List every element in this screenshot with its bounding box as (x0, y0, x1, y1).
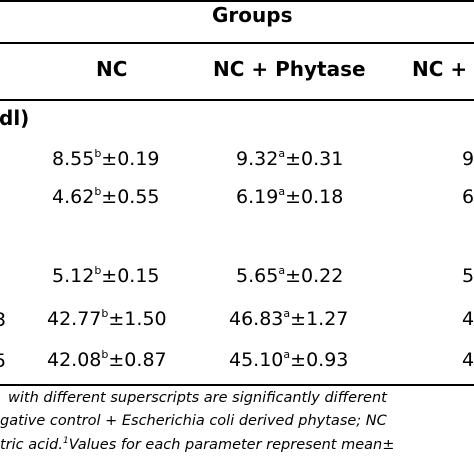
table-cell: 6.19a±0.18 (236, 184, 344, 208)
table-cell: 6 (462, 186, 474, 208)
footnote-line-3: tric acid.1Values for each parameter rep… (0, 436, 395, 453)
table-cell: 9 (462, 148, 474, 170)
table-cell: 5 (462, 265, 474, 287)
table-cell: 5.65a±0.22 (236, 263, 344, 287)
column-header-nc: NC (96, 57, 128, 81)
table-cell: 45.10a±0.93 (229, 347, 349, 371)
row-label-partial-4: 3 (0, 309, 7, 331)
table-cell: 4.62b±0.55 (52, 184, 160, 208)
row-label-partial-5: 5 (0, 350, 7, 372)
table-top-rule (0, 0, 474, 2)
groups-header: Groups (212, 3, 293, 27)
column-header-nc-plus: NC + (412, 57, 468, 81)
table-cell: 42.77b±1.50 (47, 306, 167, 330)
footnote-line-1: with different superscripts are signific… (8, 390, 387, 406)
column-header-nc-phytase: NC + Phytase (213, 57, 366, 81)
table-cell: 42.08b±0.87 (47, 347, 167, 371)
table-cell: 4 (462, 349, 474, 371)
table-cell: 9.32a±0.31 (236, 146, 344, 170)
column-header-rule (0, 99, 474, 101)
groups-underline (0, 42, 474, 44)
table-cell: 5.12b±0.15 (52, 263, 160, 287)
table-bottom-rule (0, 384, 474, 386)
table-cell: 4 (462, 308, 474, 330)
footnote-line-2: gative control + Escherichia coli derive… (0, 413, 387, 429)
table-cell: 8.55b±0.19 (52, 146, 160, 170)
table-cell: 46.83a±1.27 (229, 306, 349, 330)
section-label-partial: dl) (0, 106, 30, 130)
